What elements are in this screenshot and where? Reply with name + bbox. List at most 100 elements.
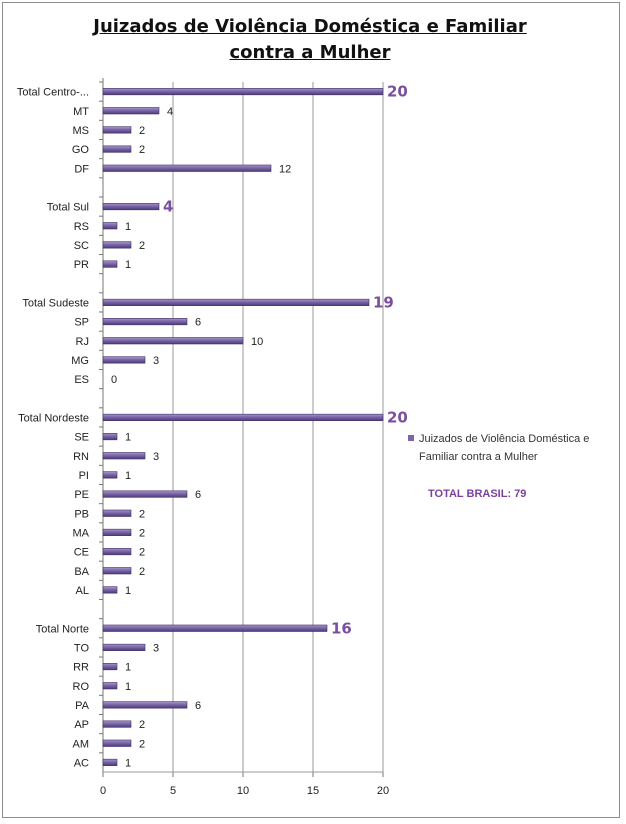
- x-tick-label: 20: [377, 785, 389, 797]
- value-label: 2: [139, 144, 145, 156]
- bar: [102, 356, 146, 364]
- bar: [102, 758, 118, 766]
- chart-frame: [2, 2, 620, 818]
- value-label: 6: [195, 700, 201, 712]
- value-label: 1: [125, 681, 131, 693]
- bar: [102, 298, 370, 306]
- bar: [102, 586, 118, 594]
- bar: [102, 145, 132, 153]
- value-label: 1: [125, 757, 131, 769]
- x-tick-label: 0: [100, 785, 106, 797]
- bar: [102, 701, 188, 709]
- legend-swatch: [408, 435, 414, 441]
- category-label: AP: [74, 719, 89, 731]
- bar: [102, 203, 160, 211]
- value-label: 1: [125, 585, 131, 597]
- category-label: Total Norte: [36, 623, 89, 635]
- bar: [102, 548, 132, 556]
- value-label: 16: [331, 619, 352, 637]
- category-label: Total Centro-...: [17, 87, 89, 99]
- category-label: AC: [74, 757, 89, 769]
- value-label: 19: [373, 293, 394, 311]
- value-label: 6: [195, 489, 201, 501]
- bar: [102, 318, 188, 326]
- value-label: 20: [387, 83, 408, 101]
- value-label: 10: [251, 336, 263, 348]
- bar: [102, 643, 146, 651]
- x-tick-label: 15: [307, 785, 319, 797]
- value-label: 12: [279, 163, 291, 175]
- category-label: PE: [74, 489, 89, 501]
- value-label: 3: [153, 451, 159, 463]
- category-label: MA: [73, 527, 90, 539]
- category-label: RO: [73, 681, 90, 693]
- bar: [102, 682, 118, 690]
- bar: [102, 471, 118, 479]
- bar: [102, 107, 160, 115]
- value-label: 2: [139, 566, 145, 578]
- value-label: 2: [139, 527, 145, 539]
- legend-label: Juizados de Violência Doméstica e Famili…: [419, 433, 590, 463]
- category-label: MS: [73, 125, 90, 137]
- value-label: 2: [139, 738, 145, 750]
- category-label: PR: [74, 259, 89, 271]
- value-label: 2: [139, 125, 145, 137]
- value-label: 1: [125, 259, 131, 271]
- category-label: MT: [73, 106, 89, 118]
- bar: [102, 260, 118, 268]
- category-label: AM: [73, 738, 90, 750]
- bar: [102, 433, 118, 441]
- legend: Juizados de Violência Doméstica e Famili…: [408, 430, 608, 466]
- value-label: 2: [139, 240, 145, 252]
- total-brasil: TOTAL BRASIL: 79: [428, 488, 527, 500]
- value-label: 1: [125, 432, 131, 444]
- bar: [102, 509, 132, 517]
- category-label: BA: [74, 566, 89, 578]
- category-label: DF: [74, 163, 89, 175]
- value-label: 1: [125, 662, 131, 674]
- category-label: RS: [74, 221, 89, 233]
- category-label: RN: [73, 451, 89, 463]
- category-label: PB: [74, 508, 89, 520]
- bar: [102, 490, 188, 498]
- value-label: 2: [139, 719, 145, 731]
- category-label: TO: [74, 642, 90, 654]
- bar: [102, 624, 328, 632]
- value-label: 1: [125, 470, 131, 482]
- category-label: AL: [76, 585, 89, 597]
- value-label: 6: [195, 317, 201, 329]
- chart-title-line-1: Juizados de Violência Doméstica e Famili…: [93, 16, 527, 37]
- value-label: 3: [153, 355, 159, 367]
- value-label: 20: [387, 408, 408, 426]
- category-label: CE: [74, 547, 89, 559]
- value-label: 0: [111, 374, 117, 386]
- bar: [102, 663, 118, 671]
- value-label: 4: [163, 198, 173, 216]
- category-label: MG: [71, 355, 89, 367]
- bar: [102, 528, 132, 536]
- value-label: 2: [139, 508, 145, 520]
- value-label: 3: [153, 642, 159, 654]
- bar: [102, 164, 272, 172]
- bar: [102, 337, 244, 345]
- category-label: PA: [75, 700, 90, 712]
- bar: [102, 222, 118, 230]
- chart-title: Juizados de Violência Doméstica e Famili…: [60, 14, 560, 66]
- bar: [102, 88, 384, 96]
- category-label: RR: [73, 662, 89, 674]
- bar: [102, 241, 132, 249]
- category-label: SP: [74, 317, 89, 329]
- bar: [102, 739, 132, 747]
- chart-title-line-2: contra a Mulher: [229, 42, 391, 63]
- category-label: PI: [79, 470, 89, 482]
- x-tick-label: 5: [170, 785, 176, 797]
- bar: [102, 720, 132, 728]
- bar: [102, 452, 146, 460]
- bar: [102, 126, 132, 134]
- value-label: 2: [139, 547, 145, 559]
- x-tick-label: 10: [237, 785, 249, 797]
- bar: [102, 413, 384, 421]
- category-label: SE: [74, 432, 89, 444]
- category-label: SC: [74, 240, 89, 252]
